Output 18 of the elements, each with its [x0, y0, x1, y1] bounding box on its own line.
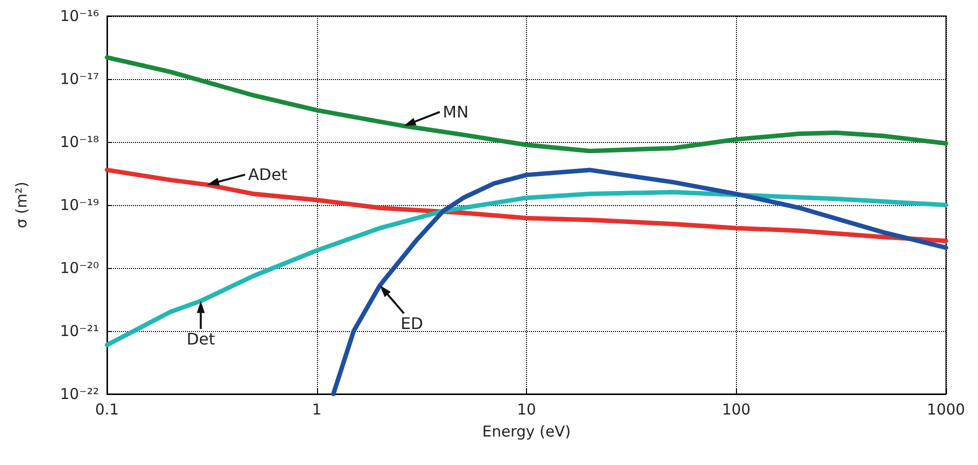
- y-tick-label: 10⁻²²: [60, 385, 99, 403]
- x-tick-label: 10: [516, 400, 536, 418]
- annotation: ED: [400, 314, 424, 333]
- x-tick-label: 1000: [926, 400, 966, 418]
- y-tick-label: 10⁻¹⁶: [60, 7, 99, 25]
- x-tick-label: 0.1: [95, 400, 119, 418]
- y-tick-label: 10⁻²⁰: [60, 259, 99, 277]
- x-tick-label: 1: [312, 400, 322, 418]
- x-tick-label: 100: [722, 400, 751, 418]
- y-tick-label: 10⁻¹⁹: [60, 196, 99, 214]
- annotation: Det: [186, 329, 216, 348]
- x-axis-title: Energy (eV): [482, 422, 571, 440]
- annotation: MN: [442, 102, 469, 122]
- y-tick-label: 10⁻²¹: [60, 322, 99, 340]
- y-tick-label: 10⁻¹⁷: [60, 70, 99, 88]
- y-tick-label: 10⁻¹⁸: [60, 133, 99, 151]
- annotation: ADet: [248, 165, 288, 184]
- y-axis-title: σ (m²): [12, 182, 30, 228]
